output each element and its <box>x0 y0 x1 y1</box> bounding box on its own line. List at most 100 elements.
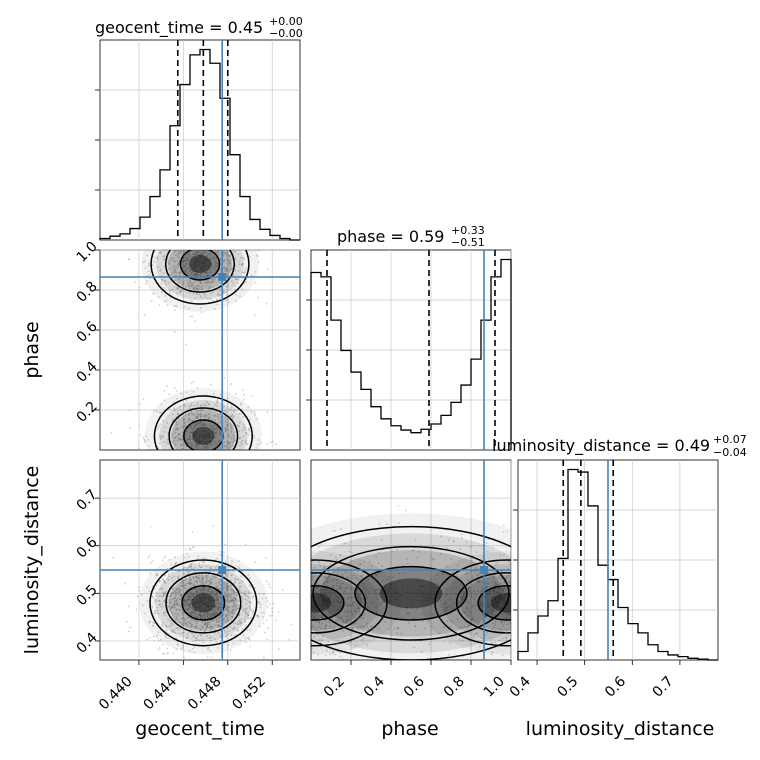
title-phase: phase = 0.59 <box>337 227 444 246</box>
hist-bar <box>618 608 628 660</box>
hist-bar <box>461 385 471 450</box>
ylabel-luminosity-distance: luminosity_distance <box>21 466 43 655</box>
density-level <box>180 250 220 280</box>
ytick-label-phase: 0.4 <box>74 359 101 386</box>
xtick-label-geocent-time: 0.448 <box>185 674 225 714</box>
density-level <box>155 564 252 642</box>
ytick-label-phase: 1.0 <box>74 239 101 266</box>
density-level <box>311 551 402 655</box>
contour-line <box>455 572 511 634</box>
density-level <box>490 593 511 613</box>
density-level <box>478 585 511 620</box>
title-phase-sup: +0.33 <box>451 224 485 237</box>
density-level <box>311 533 511 654</box>
ytick-label-luminosity-distance: 0.6 <box>74 534 101 561</box>
contour-line <box>149 559 258 647</box>
xtick-label-phase: 0.8 <box>441 674 468 701</box>
hist-bar <box>341 350 351 450</box>
hist-bar <box>588 506 598 660</box>
xtick-label-luminosity-distance: 0.5 <box>554 674 581 701</box>
hist-bar <box>361 389 371 450</box>
truth-marker <box>480 566 488 574</box>
hist-bar <box>678 657 688 660</box>
hist-bar <box>391 426 401 450</box>
hist-bar <box>538 616 548 660</box>
hist-bar <box>668 655 678 660</box>
density-level <box>189 255 211 273</box>
hist-bar <box>260 229 270 240</box>
xtick-label-geocent-time: 0.440 <box>96 674 136 714</box>
hist-bar <box>331 320 341 450</box>
hist-bar <box>491 277 501 450</box>
xtick-label-luminosity-distance: 0.6 <box>602 673 629 700</box>
title-phase-sub: −0.51 <box>451 236 485 249</box>
hist-bar <box>411 433 421 450</box>
contour-line <box>153 395 253 450</box>
hist-bar <box>190 55 200 240</box>
hist-bar <box>568 470 578 660</box>
density-level <box>442 564 511 642</box>
hist-bar <box>160 170 170 240</box>
xlabel-geocent-time: geocent_time <box>135 718 264 740</box>
density-level <box>168 250 232 290</box>
hist-panel-geocent-time <box>95 39 301 241</box>
xtick-label-phase: 0.6 <box>401 673 428 700</box>
hist-bar <box>471 359 481 450</box>
density-level <box>311 513 511 660</box>
hist-bar <box>120 234 130 240</box>
density-level <box>192 427 215 445</box>
hist-bar <box>140 217 150 240</box>
hist-bar <box>250 219 260 240</box>
density-level <box>320 550 502 637</box>
hist-bar <box>130 229 140 240</box>
hist-step-luminosity-distance <box>517 468 718 661</box>
scatter-panel-luminosity-distance-vs-geocent-time <box>99 459 301 661</box>
hist-bar <box>431 424 441 450</box>
density-level <box>420 551 511 655</box>
hist-bar <box>110 236 120 240</box>
contour-line <box>311 525 511 660</box>
hist-bar <box>280 238 290 240</box>
xlabel-phase: phase <box>381 718 438 740</box>
ylabel-phase: phase <box>21 321 43 378</box>
hist-bar <box>210 63 220 240</box>
hist-bar <box>698 659 708 660</box>
hist-bar <box>518 652 528 660</box>
title-luminosity-distance-sup: +0.07 <box>713 433 747 446</box>
hist-bar <box>100 238 110 240</box>
title-luminosity-distance-sub: −0.04 <box>713 446 747 459</box>
hist-step-phase <box>310 258 512 450</box>
density-level <box>191 593 216 613</box>
ytick-label-phase: 0.6 <box>74 319 101 346</box>
hist-bar <box>180 85 190 240</box>
density-level <box>311 585 344 620</box>
xtick-label-luminosity-distance: 0.7 <box>650 674 677 701</box>
truth-marker <box>218 273 227 281</box>
hist-bar <box>628 624 638 660</box>
xlabel-luminosity-distance: luminosity_distance <box>526 718 715 740</box>
hist-bar <box>528 633 538 660</box>
title-geocent-time-sub: −0.00 <box>269 27 303 40</box>
ytick-label-phase: 0.8 <box>74 279 101 306</box>
contour-line <box>434 559 511 647</box>
hist-step-geocent-time <box>99 48 300 241</box>
title-geocent-time: geocent_time = 0.45 <box>95 18 263 38</box>
scatter-panel-phase-vs-geocent-time <box>99 249 301 451</box>
density-level <box>460 575 511 631</box>
scatter-panel-luminosity-distance-vs-phase <box>310 459 512 661</box>
density-level <box>379 578 443 609</box>
hist-bar <box>240 197 250 240</box>
hist-bar <box>638 633 648 660</box>
xtick-label-phase: 0.2 <box>321 674 348 701</box>
contour-line <box>165 250 235 293</box>
ytick-label-phase: 0.2 <box>74 399 101 426</box>
xtick-label-phase: 1.0 <box>481 674 508 701</box>
contour-line <box>354 565 468 621</box>
contour-line <box>168 407 239 450</box>
hist-bar <box>451 402 461 450</box>
hist-bar <box>351 372 361 450</box>
density-level <box>168 575 238 631</box>
scatter-panel-luminosity-distance-vs-geocent-time-content <box>112 525 293 660</box>
scatter-panel-phase-vs-geocent-time-frame <box>99 249 301 451</box>
